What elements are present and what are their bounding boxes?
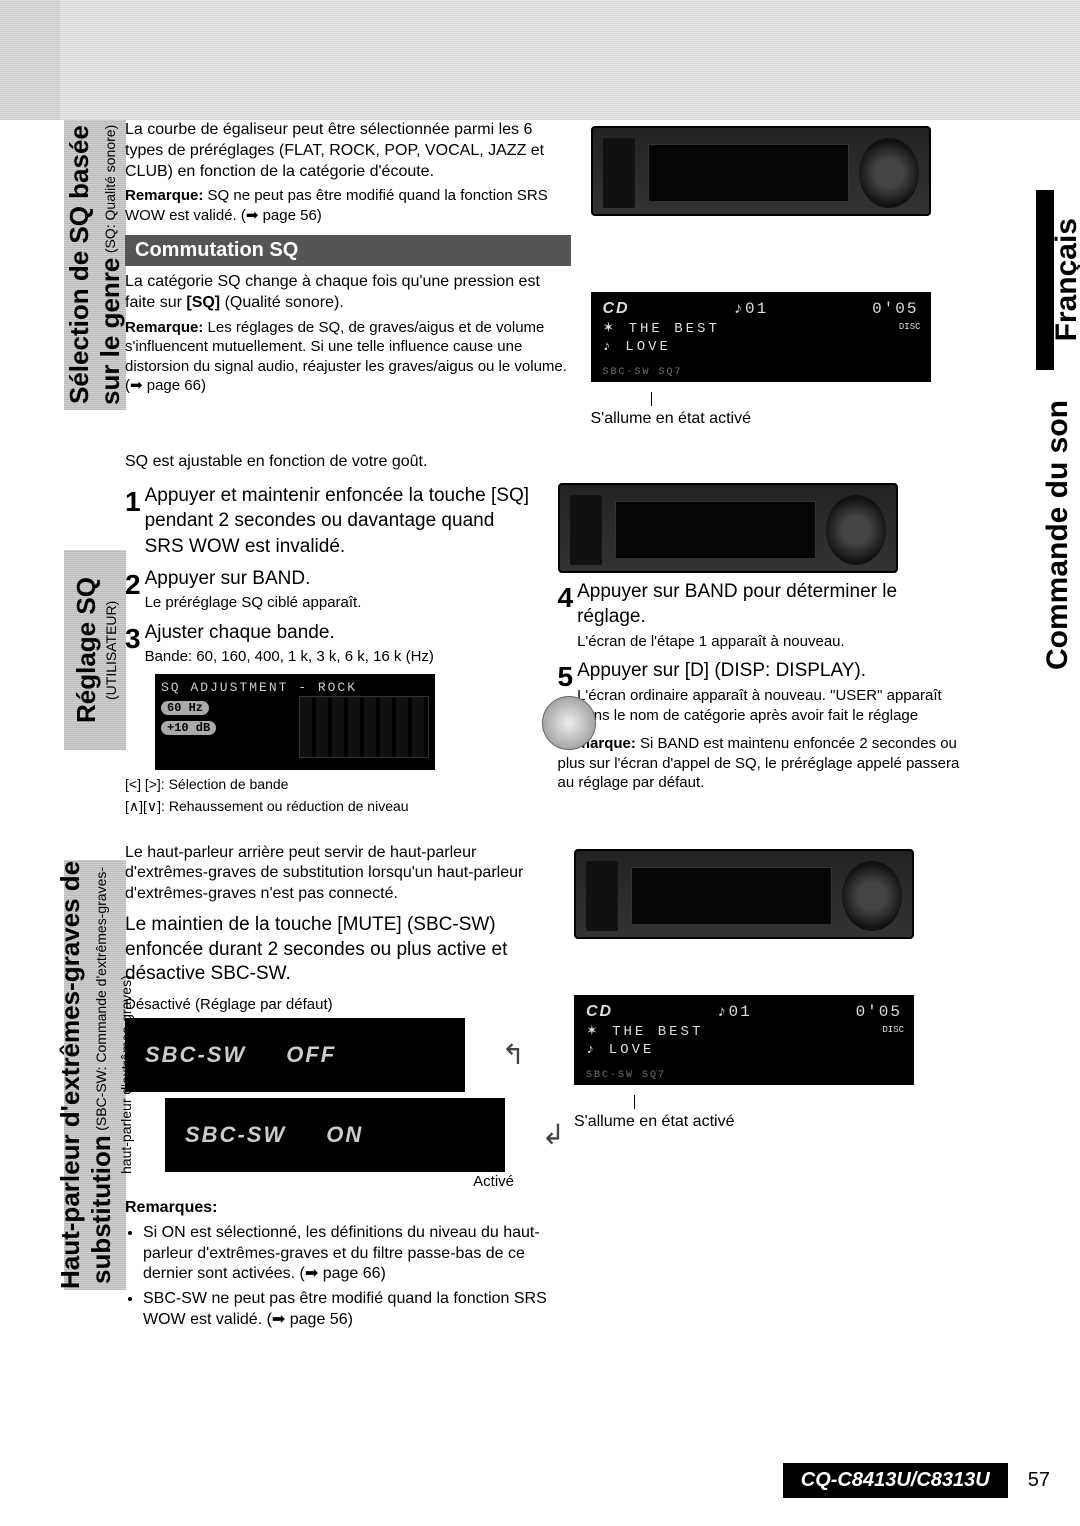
lcd-time: 0'05	[872, 300, 918, 318]
section-label: Commande du son	[1041, 400, 1075, 670]
off-caption: Désactivé (Réglage par défaut)	[125, 995, 554, 1015]
on-caption: Activé	[125, 1172, 514, 1192]
eq-band: 60 Hz	[161, 701, 209, 715]
lcd-caption: S'allume en état activé	[591, 410, 971, 428]
sec2-intro: SQ est ajustable en fonction de votre go…	[125, 452, 970, 473]
lcd-bottom: SBC-SW SQ7	[603, 367, 683, 378]
bullet-1: Si ON est sélectionné, les définitions d…	[143, 1223, 554, 1285]
margin-stripe	[0, 0, 60, 120]
lcd-bottom: SBC-SW SQ7	[586, 1070, 666, 1081]
p1b: [SQ]	[186, 294, 220, 311]
footer-page: 57	[1028, 1469, 1050, 1492]
step-num: 4	[558, 579, 574, 653]
remarks-list: Si ON est sélectionné, les définitions d…	[125, 1223, 554, 1331]
eq-gain: +10 dB	[161, 721, 216, 735]
legend-2: [∧][∨]: Rehaussement ou réduction de niv…	[125, 798, 538, 815]
bullet-2: SBC-SW ne peut pas être modifié quand la…	[143, 1289, 554, 1331]
footer-model: CQ-C8413U/C8313U	[783, 1463, 1008, 1498]
lcd-cd: CD	[586, 1003, 613, 1021]
eq-bars	[299, 696, 429, 758]
lcd-line2: ♪ LOVE	[603, 339, 919, 355]
side-title-reglage-sq: Réglage SQ (UTILISATEUR)	[64, 550, 126, 750]
lcd-track: ♪01	[717, 1003, 752, 1021]
step-sub: L'écran de l'étape 1 apparaît à nouveau.	[577, 632, 970, 652]
step-sub: Bande: 60, 160, 400, 1 k, 3 k, 6 k, 16 k…	[145, 647, 538, 667]
lcd-display: CD ♪01 0'05 DISC ✶ THE BEST ♪ LOVE SBC-S…	[574, 995, 914, 1085]
sbc-label: SBC-SW	[185, 1122, 286, 1148]
eq-display: SQ ADJUSTMENT - ROCK 60 Hz +10 dB	[155, 674, 435, 770]
step-num: 2	[125, 566, 141, 614]
arrow-icon: ↰	[502, 1038, 525, 1071]
lcd-line1: ✶ THE BEST	[586, 1023, 902, 1040]
device-illustration	[558, 483, 898, 573]
lcd-display: CD ♪01 0'05 DISC ✶ THE BEST ♪ LOVE SBC-S…	[591, 292, 931, 382]
step-text: Ajuster chaque bande.	[145, 622, 335, 643]
lcd-line1: ✶ THE BEST	[603, 320, 919, 337]
step-2: 2 Appuyer sur BAND. Le préréglage SQ cib…	[125, 566, 538, 614]
lcd-disc: DISC	[899, 322, 921, 332]
lcd-disc: DISC	[882, 1025, 904, 1035]
footer: CQ-C8413U/C8313U 57	[0, 1463, 1050, 1498]
sbc-off-value: OFF	[286, 1042, 336, 1068]
section-tab: Commande du son	[1036, 390, 1080, 680]
side-title-main: Réglage SQ	[71, 577, 101, 723]
lcd-line2: ♪ LOVE	[586, 1042, 902, 1058]
remark2-label: Remarque:	[125, 319, 203, 336]
side-title-sub: (UTILISATEUR)	[103, 600, 119, 699]
language-tab: Français	[1036, 190, 1080, 370]
step-num: 1	[125, 483, 141, 560]
remarks-label: Remarques:	[125, 1198, 554, 1219]
remark-label: Remarque:	[125, 187, 203, 204]
pointer-line	[651, 392, 971, 406]
sec3-intro: Le haut-parleur arrière peut servir de h…	[125, 843, 554, 905]
intro-text: La courbe de égaliseur peut être sélecti…	[125, 120, 571, 182]
subheader-commutation: Commutation SQ	[125, 235, 571, 266]
side-title-sbc-sw: Haut-parleur d'extrêmes-graves de substi…	[64, 860, 126, 1290]
step-sub: Le préréglage SQ ciblé apparaît.	[145, 593, 538, 613]
step-1: 1 Appuyer et maintenir enfoncée la touch…	[125, 483, 538, 560]
step-5: 5 Appuyer sur [D] (DISP: DISPLAY). L'écr…	[558, 658, 971, 726]
side-title-sub: (SQ: Qualité sonore)	[102, 125, 118, 253]
sbc-label: SBC-SW	[145, 1042, 246, 1068]
step-sub: L'écran ordinaire apparaît à nouveau. "U…	[577, 686, 970, 727]
lcd-caption: S'allume en état activé	[574, 1113, 970, 1131]
device-illustration	[591, 126, 931, 216]
side-title-sq-genre: Sélection de SQ basée sur le genre (SQ: …	[64, 120, 126, 410]
sbc-off-block: SBC-SW OFF ↰	[125, 1018, 505, 1092]
sbc-on-block: SBC-SW ON ↲	[165, 1098, 545, 1172]
step-text: Appuyer sur [D] (DISP: DISPLAY).	[577, 660, 866, 681]
eq-title: SQ ADJUSTMENT - ROCK	[161, 680, 429, 695]
knob-icon	[542, 696, 596, 750]
lcd-cd: CD	[603, 300, 630, 318]
step-text: Appuyer et maintenir enfoncée la touche …	[145, 485, 529, 557]
lcd-track: ♪01	[733, 300, 768, 318]
pointer-line	[634, 1095, 970, 1109]
step-4: 4 Appuyer sur BAND pour déterminer le ré…	[558, 579, 971, 653]
lcd-time: 0'05	[856, 1003, 902, 1021]
step-3: 3 Ajuster chaque bande. Bande: 60, 160, …	[125, 620, 538, 668]
device-illustration	[574, 849, 914, 939]
step-num: 3	[125, 620, 141, 668]
arrow-icon: ↲	[542, 1118, 565, 1151]
step-text: Appuyer sur BAND pour déterminer le régl…	[577, 581, 897, 628]
language-label: Français	[1050, 218, 1080, 341]
p1c: (Qualité sonore).	[220, 294, 344, 311]
sec3-instruct: Le maintien de la touche [MUTE] (SBC-SW)…	[125, 913, 554, 987]
step-text: Appuyer sur BAND.	[145, 568, 311, 589]
sbc-on-value: ON	[326, 1122, 363, 1148]
legend-1: [<] [>]: Sélection de bande	[125, 776, 538, 792]
